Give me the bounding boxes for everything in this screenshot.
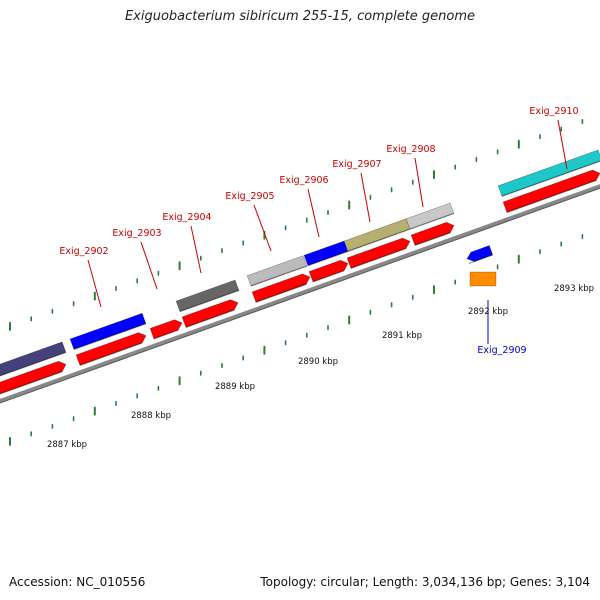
gene-bar-exig_2902 [69,312,147,350]
cds-arrow [149,319,183,340]
cds-arrow-shade [350,247,407,269]
cds-arrow [308,259,349,283]
gene-label-exig_2907: Exig_2907 [332,159,381,170]
scale-label: 2893 kbp [554,284,594,294]
scale-label: 2889 kbp [215,382,255,392]
cds-arrow-shade [185,309,235,328]
gene-label-exig_2905: Exig_2905 [225,191,274,202]
gene-bar-unlabeled [0,341,67,377]
cds-arrow-shade [153,329,179,340]
gene-label-exig_2909: Exig_2909 [477,345,526,356]
leader-line-exig_2902 [87,259,102,308]
cds-arrow [251,273,311,303]
gene-bar-exig_2905-shade [250,265,308,287]
genome-backbone-shadow [0,187,600,404]
gene-bar-exig_2905 [246,255,308,287]
gene-bar-exig_2909 [469,271,497,287]
cds-arrow-shade [312,269,345,283]
leader-line-exig_2910 [557,119,568,170]
gene-label-exig_2908: Exig_2908 [386,144,435,155]
cds-arrow-shade [506,179,597,214]
gene-bar-exig_2910-shade [501,160,600,197]
cds-arrow [410,221,455,246]
gene-label-exig_2910: Exig_2910 [529,106,578,117]
gene-label-exig_2903: Exig_2903 [112,228,161,239]
gene-bar-exig_2908 [405,202,455,230]
leader-line-exig_2908 [414,157,424,208]
gene-label-exig_2902: Exig_2902 [59,246,108,257]
gene-bar-exig_2904-shade [179,289,240,313]
gene-bar-exig_2908-shade [409,212,455,230]
gene-bar-exig_2904 [175,279,240,312]
gene-bar-exig_2907-shade [347,228,411,252]
cds-arrow [502,169,600,213]
cds-arrow-shade [79,342,143,366]
reverse-cds-arrow [466,245,494,262]
gene-bar-exig_2902-shade [73,322,147,351]
cds-arrow [181,299,239,328]
map-title: Exiguobacterium sibiricum 255-15, comple… [124,9,476,24]
cds-arrow [75,332,147,366]
scale-label: 2888 kbp [131,411,171,421]
scale-label: 2887 kbp [47,440,87,450]
genome-backbone [0,184,600,404]
gene-bar-unlabeled-shade [0,351,67,377]
scale-label: 2892 kbp [468,307,508,317]
cds-arrow-shade [414,232,451,246]
leader-line-exig_2907 [360,172,371,223]
leader-line-exig_2905 [253,204,272,252]
gene-bar-exig_2906-shade [307,250,349,267]
gene-label-exig_2906: Exig_2906 [279,175,328,186]
accession-text: Accession: NC_010556 [9,575,146,589]
gene-label-exig_2904: Exig_2904 [162,212,211,223]
cds-arrow-shade [255,283,307,303]
leader-line-exig_2904 [190,225,202,274]
leader-line-exig_2903 [140,241,158,290]
cds-arrow [346,237,411,269]
cds-arrow [0,360,67,395]
scale-label: 2890 kbp [298,357,338,367]
reverse-cds-arrow-shade [468,254,493,265]
topology-text: Topology: circular; Length: 3,034,136 bp… [260,575,590,589]
scale-label: 2891 kbp [382,331,422,341]
leader-line-exig_2906 [307,188,320,238]
gene-bar-exig_2910 [497,149,600,197]
cds-arrow-shade [0,370,63,395]
